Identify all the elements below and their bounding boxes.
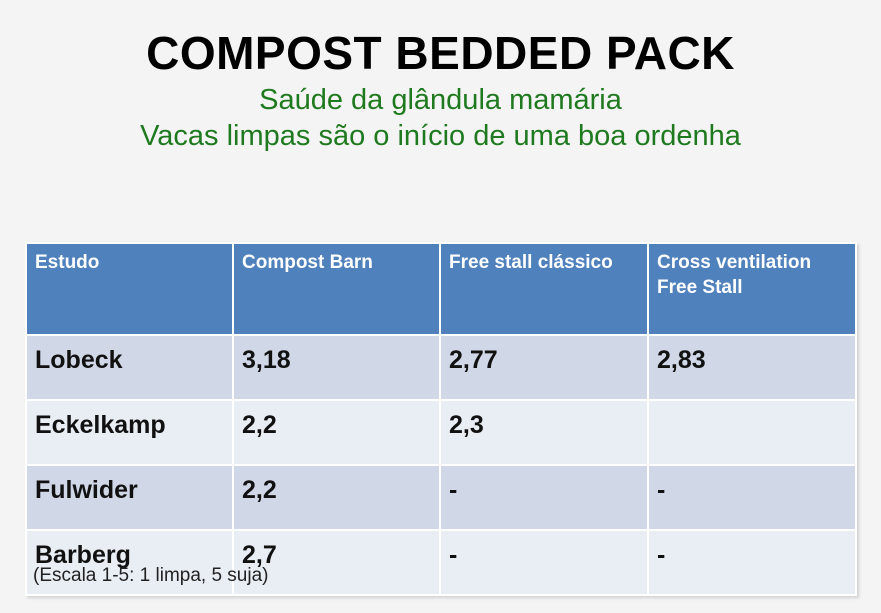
header-estudo: Estudo bbox=[25, 242, 234, 336]
cell-compost-barn: 3,18 bbox=[232, 334, 441, 401]
cell-cross-ventilation: - bbox=[647, 529, 857, 596]
scale-footnote: (Escala 1-5: 1 limpa, 5 suja) bbox=[33, 565, 269, 586]
table-row: Lobeck 3,18 2,77 2,83 bbox=[25, 334, 857, 401]
header-compost-barn: Compost Barn bbox=[232, 242, 441, 336]
table-row: Eckelkamp 2,2 2,3 bbox=[25, 399, 857, 466]
cell-compost-barn: 2,2 bbox=[232, 464, 441, 531]
table-row: Barberg 2,7 - - bbox=[25, 529, 857, 596]
cell-compost-barn: 2,2 bbox=[232, 399, 441, 466]
cell-cross-ventilation bbox=[647, 399, 857, 466]
cell-free-stall: - bbox=[439, 529, 649, 596]
slide-title: COMPOST BEDDED PACK bbox=[146, 27, 735, 79]
cell-study: Barberg bbox=[25, 529, 234, 596]
header-free-stall-classico: Free stall clássico bbox=[439, 242, 649, 336]
cell-cross-ventilation: 2,83 bbox=[647, 334, 857, 401]
cell-study: Fulwider bbox=[25, 464, 234, 531]
subtitle-line-2: Vacas limpas são o início de uma boa ord… bbox=[140, 120, 741, 152]
table-row: Fulwider 2,2 - - bbox=[25, 464, 857, 531]
results-table: Estudo Compost Barn Free stall clássico … bbox=[25, 242, 857, 596]
subtitle-line-1: Saúde da glândula mamária bbox=[259, 84, 622, 116]
table-header-row: Estudo Compost Barn Free stall clássico … bbox=[25, 242, 857, 336]
cell-compost-barn: 2,7 bbox=[232, 529, 441, 596]
cell-study: Eckelkamp bbox=[25, 399, 234, 466]
cell-cross-ventilation: - bbox=[647, 464, 857, 531]
cell-study: Lobeck bbox=[25, 334, 234, 401]
header-cross-ventilation: Cross ventilation Free Stall bbox=[647, 242, 857, 336]
cell-free-stall: 2,77 bbox=[439, 334, 649, 401]
cell-free-stall: 2,3 bbox=[439, 399, 649, 466]
cell-free-stall: - bbox=[439, 464, 649, 531]
